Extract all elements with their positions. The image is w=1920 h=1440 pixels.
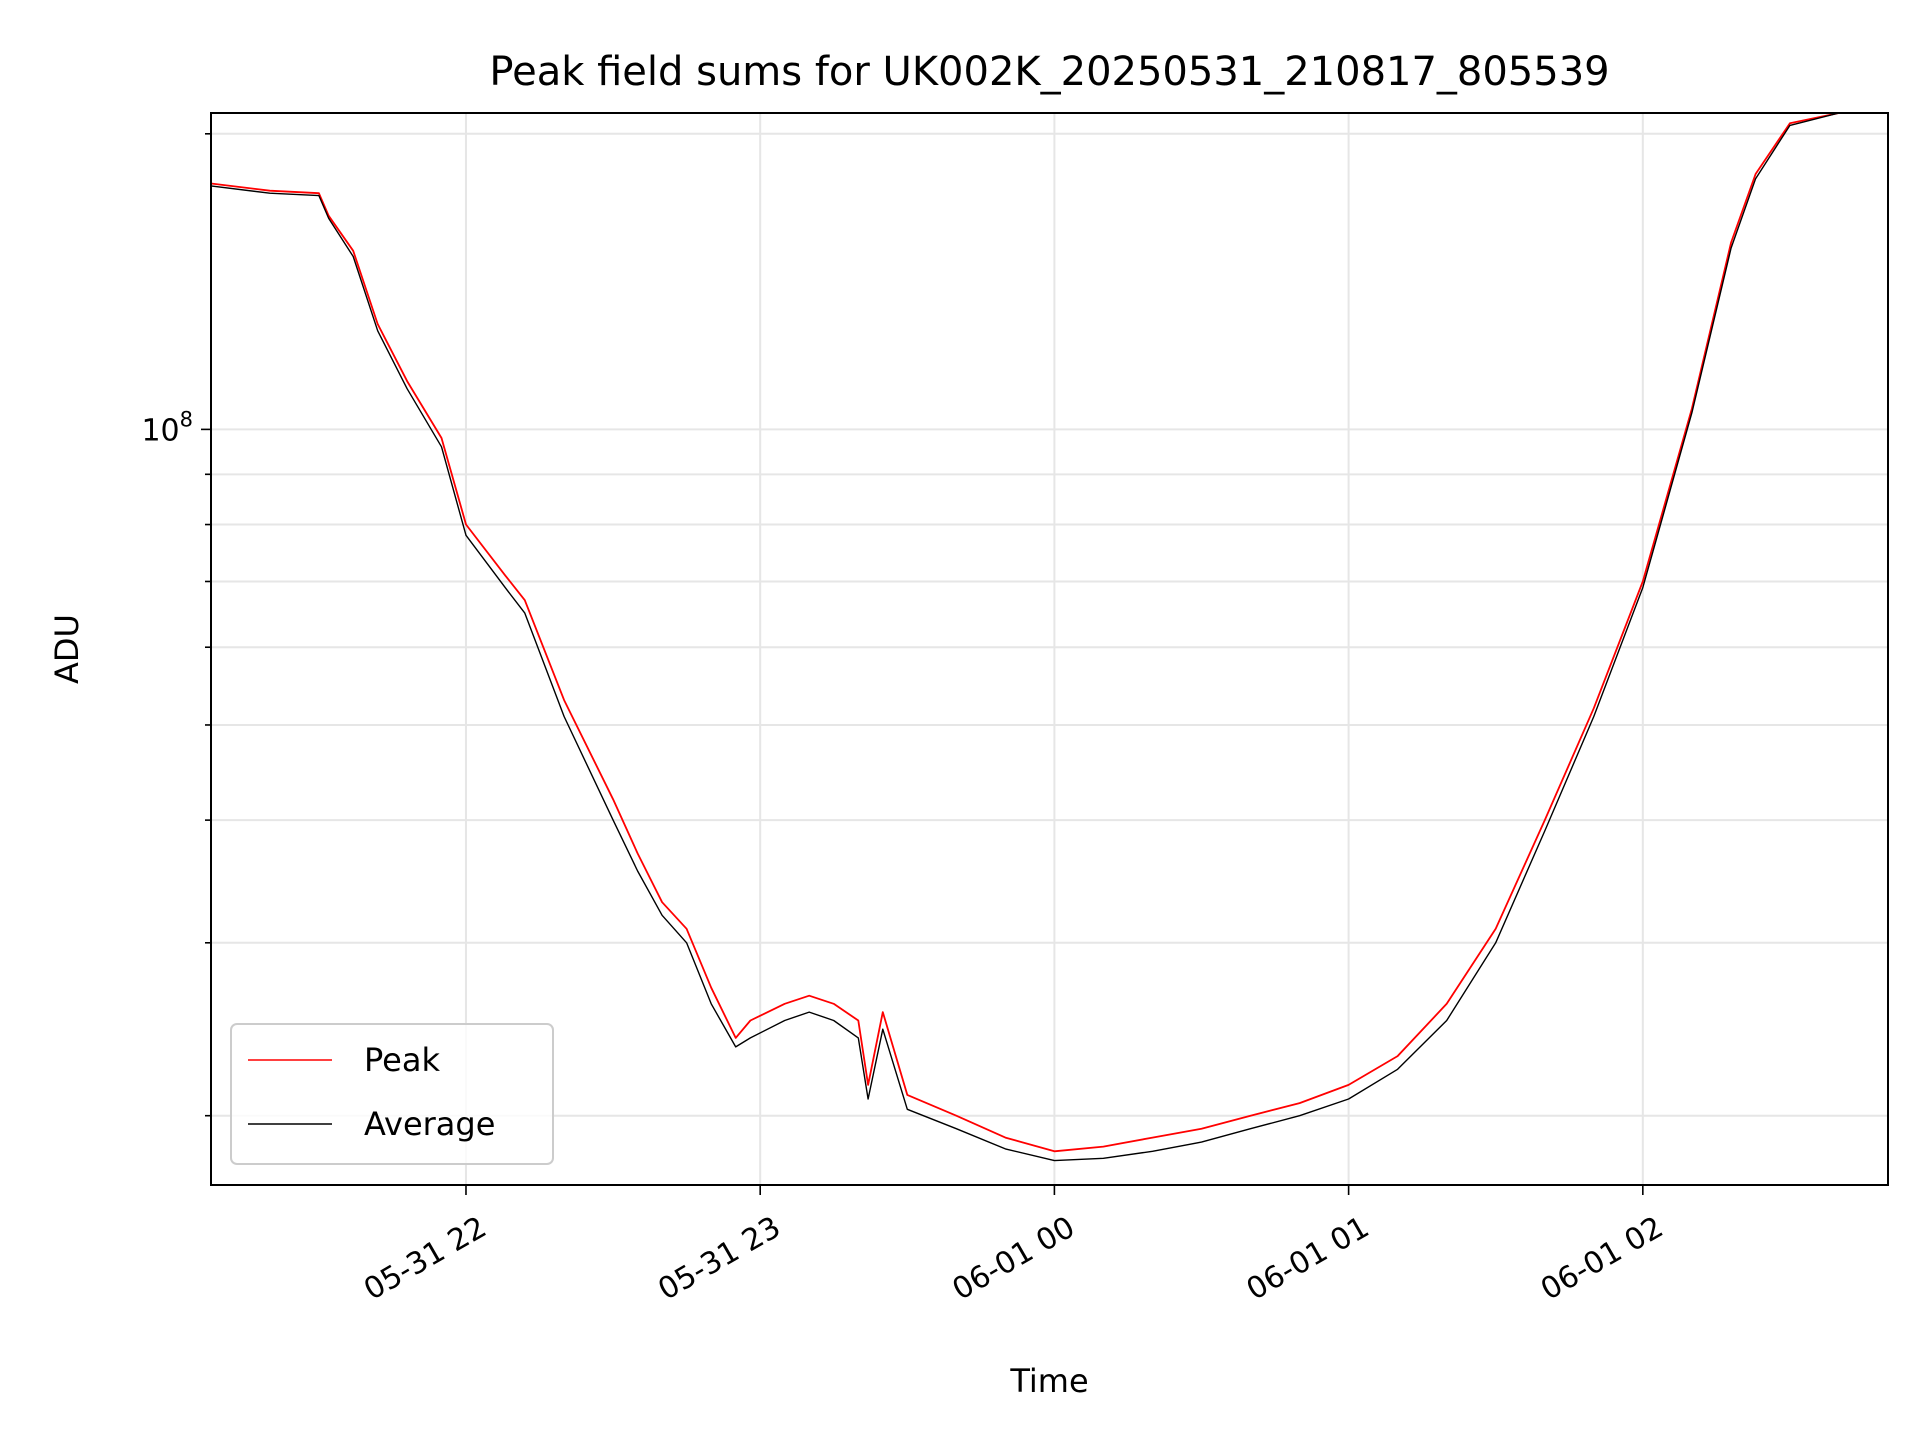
grid bbox=[211, 113, 1888, 1185]
chart-title: Peak field sums for UK002K_20250531_2108… bbox=[489, 49, 1609, 95]
plot-frame bbox=[210, 112, 1889, 1186]
y-tick-label: 108 bbox=[141, 407, 193, 448]
x-axis-label: Time bbox=[1009, 1362, 1088, 1400]
legend-label-average: Average bbox=[364, 1105, 495, 1143]
series-line-average bbox=[210, 112, 1888, 1162]
legend: Peak Average bbox=[230, 1023, 554, 1165]
legend-frame bbox=[230, 1023, 554, 1165]
series-line-peak bbox=[210, 112, 1888, 1153]
y-axis-label: ADU bbox=[48, 614, 86, 684]
legend-label-peak: Peak bbox=[364, 1041, 440, 1079]
series-layer bbox=[210, 112, 1888, 1162]
